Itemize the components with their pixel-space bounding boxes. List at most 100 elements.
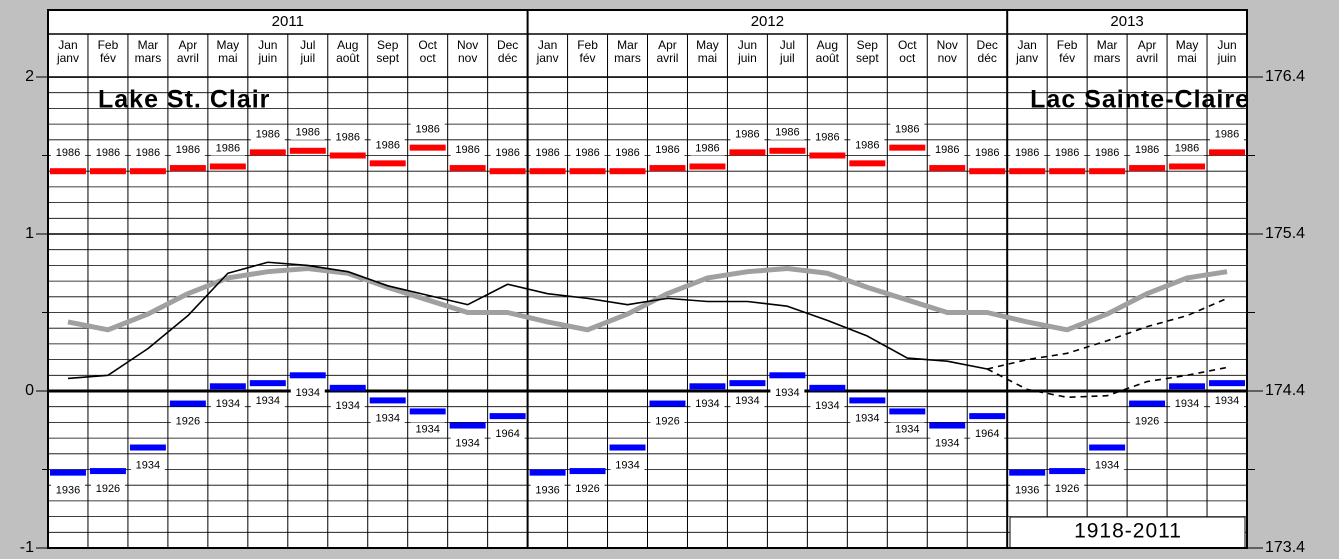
record-low-bar	[649, 400, 686, 407]
year-label: 2012	[751, 13, 784, 30]
record-low-year: 1964	[975, 428, 999, 440]
month-label: Nov	[937, 38, 958, 52]
record-low-year: 1934	[1095, 459, 1119, 471]
month-label-fr: nov	[938, 51, 957, 65]
record-high-year: 1986	[375, 139, 399, 151]
label-background	[50, 146, 85, 161]
label-background	[490, 427, 525, 442]
y2-tick-label: 174.4	[1265, 382, 1305, 399]
month-label: Oct	[418, 38, 437, 52]
record-high-year: 1986	[1175, 142, 1199, 154]
month-label-fr: juin	[257, 51, 277, 65]
record-high-year: 1986	[615, 147, 639, 159]
record-high-bar	[929, 165, 966, 172]
month-label: Jan	[1018, 38, 1037, 52]
label-background	[690, 141, 725, 156]
label-background	[1090, 146, 1125, 161]
month-label: Mar	[138, 38, 159, 52]
record-low-bar	[209, 383, 246, 390]
record-high-year: 1986	[216, 142, 240, 154]
record-high-bar	[849, 160, 886, 167]
month-label-fr: avril	[1136, 51, 1158, 65]
record-high-bar	[769, 147, 806, 154]
record-low-year: 1934	[935, 437, 959, 449]
label-background	[290, 386, 325, 401]
record-low-bar	[769, 372, 806, 379]
record-high-bar	[1169, 163, 1206, 170]
label-background	[890, 422, 925, 437]
record-low-year: 1934	[815, 400, 839, 412]
record-low-year: 1934	[216, 398, 240, 410]
month-label: May	[217, 38, 240, 52]
record-low-year: 1926	[575, 483, 599, 495]
label-background	[170, 143, 205, 158]
record-low-bar	[329, 384, 366, 391]
record-high-year: 1986	[895, 124, 919, 136]
level-line	[67, 261, 988, 380]
record-low-bar	[249, 380, 286, 387]
label-background	[570, 146, 605, 161]
record-low-year: 1934	[296, 387, 320, 399]
record-high-year: 1986	[1095, 147, 1119, 159]
record-high-year: 1986	[535, 147, 559, 159]
month-label-fr: avril	[177, 51, 199, 65]
label-background	[730, 127, 765, 142]
record-high-bar	[449, 165, 486, 172]
label-background	[450, 143, 485, 158]
record-low-year: 1926	[96, 483, 120, 495]
label-background	[650, 414, 685, 429]
record-high-bar	[1089, 168, 1126, 175]
record-high-bar	[1009, 168, 1046, 175]
record-low-year: 1934	[455, 437, 479, 449]
month-label: Mar	[617, 38, 638, 52]
label-background	[90, 482, 125, 497]
month-label-fr: fév	[580, 51, 596, 65]
level-line	[67, 266, 1228, 333]
record-low-year: 1934	[615, 459, 639, 471]
label-background	[1210, 127, 1245, 142]
label-background	[770, 386, 805, 401]
label-background	[1210, 394, 1245, 409]
month-label: Apr	[179, 38, 198, 52]
label-background	[850, 138, 885, 153]
record-high-bar	[1209, 149, 1245, 156]
y-tick-label: 1	[25, 225, 34, 242]
month-label-fr: déc	[978, 51, 997, 65]
record-low-bar	[889, 408, 926, 415]
label-background	[690, 397, 725, 412]
record-low-year: 1934	[415, 423, 439, 435]
record-low-bar	[489, 413, 526, 420]
record-high-bar	[50, 168, 86, 175]
record-high-bar	[969, 168, 1006, 175]
label-background	[610, 146, 645, 161]
label-background	[1130, 414, 1165, 429]
month-label: Nov	[457, 38, 478, 52]
record-low-year: 1934	[136, 459, 160, 471]
record-high-bar	[129, 168, 166, 175]
record-high-year: 1986	[296, 127, 320, 139]
label-background	[90, 146, 125, 161]
month-label: Dec	[977, 38, 998, 52]
y-tick-label: -1	[20, 539, 34, 556]
label-background	[170, 414, 205, 429]
label-background	[370, 411, 405, 426]
label-background	[530, 146, 565, 161]
record-high-bar	[169, 165, 206, 172]
month-label: May	[696, 38, 719, 52]
month-label: Feb	[1057, 38, 1078, 52]
month-label: Feb	[577, 38, 598, 52]
month-label: Mar	[1097, 38, 1118, 52]
month-label: Jun	[738, 38, 757, 52]
month-label: Aug	[337, 38, 358, 52]
label-background	[650, 143, 685, 158]
record-high-bar	[209, 163, 246, 170]
month-label-fr: mars	[135, 51, 162, 65]
label-background	[1050, 482, 1085, 497]
label-background	[970, 146, 1005, 161]
record-low-bar	[1009, 469, 1046, 476]
record-low-bar	[609, 444, 646, 451]
record-low-year: 1926	[1135, 415, 1159, 427]
record-low-bar	[129, 444, 166, 451]
record-high-year: 1986	[1055, 147, 1079, 159]
record-low-year: 1964	[495, 428, 519, 440]
